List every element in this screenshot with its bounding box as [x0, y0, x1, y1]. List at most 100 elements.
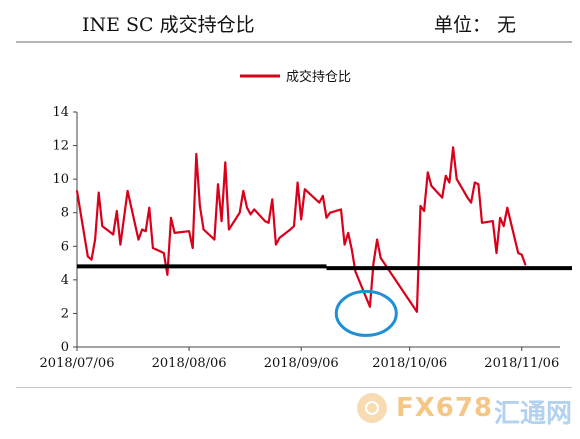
data-point: [249, 213, 252, 216]
y-tick-label: 14: [52, 105, 69, 120]
data-point: [199, 205, 201, 207]
data-point: [112, 233, 115, 236]
data-point: [296, 181, 299, 184]
data-point: [173, 231, 176, 234]
data-point: [520, 253, 523, 256]
x-tick-label: 2018/08/06: [152, 356, 227, 371]
data-point: [253, 208, 256, 211]
data-point: [499, 216, 501, 219]
legend-label: 成交持仓比: [286, 69, 351, 85]
data-point: [470, 201, 473, 204]
data-point: [343, 243, 346, 246]
data-point: [506, 206, 509, 209]
data-point: [379, 257, 382, 259]
data-point: [293, 225, 295, 228]
data-point: [195, 153, 198, 155]
data-point: [300, 218, 303, 221]
data-point: [217, 183, 219, 186]
data-point: [115, 210, 118, 212]
data-point: [271, 198, 274, 201]
series-line: [75, 146, 527, 313]
data-point: [321, 195, 324, 197]
data-point: [426, 171, 429, 174]
data-point: [278, 236, 281, 239]
x-tick-label: 2018/10/06: [372, 356, 447, 371]
data-point: [466, 196, 469, 199]
data-point: [448, 181, 451, 184]
data-point: [191, 247, 194, 249]
data-point: [246, 206, 248, 209]
data-point: [144, 230, 147, 233]
header-divider: [16, 41, 572, 43]
data-point: [502, 225, 505, 228]
data-point: [350, 248, 353, 251]
y-tick-label: 10: [52, 172, 69, 187]
data-point: [213, 238, 216, 241]
data-point: [97, 191, 100, 194]
data-point: [444, 174, 447, 177]
data-point: [188, 230, 190, 233]
data-point: [227, 228, 230, 231]
y-tick-label: 8: [61, 206, 69, 221]
x-tick-label: 2018/07/06: [40, 356, 115, 371]
data-point: [481, 221, 483, 224]
y-tick-label: 6: [61, 239, 69, 254]
data-point: [289, 228, 292, 231]
data-point: [126, 189, 129, 192]
data-point: [495, 252, 498, 254]
annotation-circle: [334, 289, 398, 337]
data-point: [430, 184, 433, 187]
data-point: [477, 183, 480, 186]
data-point: [372, 262, 375, 264]
data-point: [473, 181, 476, 184]
y-tick-label: 12: [52, 139, 69, 154]
data-point: [325, 216, 328, 219]
data-point: [137, 238, 140, 241]
data-point: [152, 247, 154, 249]
data-point: [416, 310, 418, 313]
data-point: [340, 208, 342, 211]
data-point: [455, 178, 458, 181]
data-point: [141, 228, 143, 231]
data-point: [170, 216, 172, 219]
data-point: [220, 220, 223, 223]
y-tick-label: 0: [61, 340, 69, 355]
data-point: [517, 252, 520, 254]
data-point: [329, 211, 332, 214]
x-tick-label: 2018/11/06: [484, 356, 559, 371]
data-point: [303, 188, 306, 191]
data-point: [354, 270, 357, 273]
data-point: [376, 238, 379, 241]
data-point: [524, 263, 527, 266]
data-point: [94, 238, 96, 241]
data-point: [314, 198, 317, 201]
data-point: [368, 305, 371, 308]
data-point: [419, 205, 422, 207]
data-point: [86, 255, 89, 258]
data-point: [423, 210, 426, 212]
data-point: [166, 273, 169, 276]
data-point: [76, 189, 78, 192]
data-point: [267, 221, 270, 224]
y-tick-label: 2: [61, 306, 69, 321]
data-point: [162, 252, 165, 254]
data-point: [347, 231, 350, 234]
data-point: [148, 206, 151, 209]
watermark-logo-icon: [357, 393, 387, 423]
data-point: [491, 220, 494, 223]
data-point: [90, 258, 93, 261]
data-point: [101, 225, 104, 228]
data-point: [202, 228, 205, 231]
watermark-text-cn: 汇通网: [494, 399, 573, 429]
footer-divider: [16, 387, 572, 388]
unit-label: 单位： 无: [434, 14, 517, 36]
page-title: INE SC 成交持仓比: [82, 14, 255, 36]
data-point: [274, 243, 277, 246]
data-point: [318, 201, 321, 204]
watermark-text: FX678: [396, 393, 494, 423]
y-tick-label: 4: [61, 273, 69, 288]
data-point: [224, 161, 227, 164]
data-point: [242, 189, 245, 192]
data-point: [441, 196, 444, 199]
